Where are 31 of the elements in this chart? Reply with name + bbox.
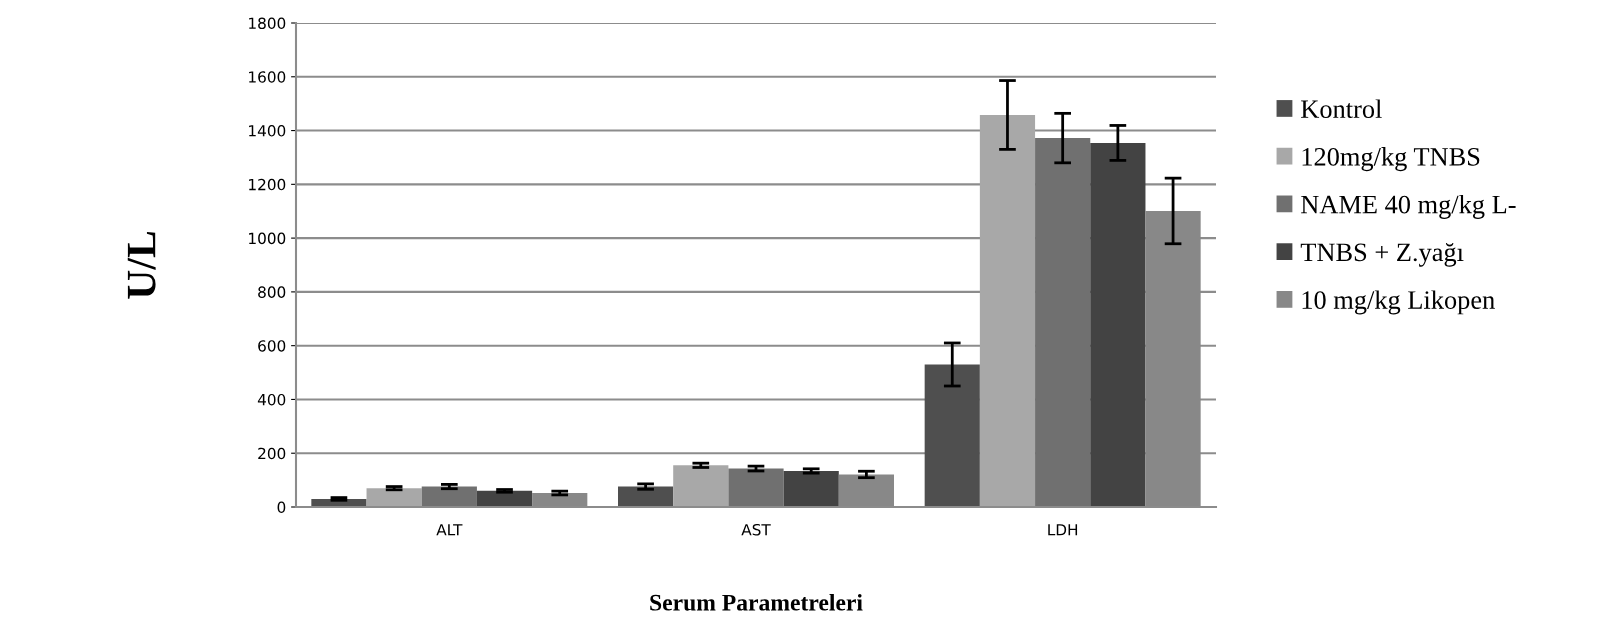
bar xyxy=(924,364,980,507)
y-tick-label: 200 xyxy=(258,447,286,460)
y-tick-label: 1600 xyxy=(249,71,286,83)
y-tick-label: 1200 xyxy=(249,178,286,191)
bar xyxy=(421,486,477,507)
bar xyxy=(1090,142,1146,507)
x-axis-title: Serum Parametreleri xyxy=(650,594,863,611)
bar xyxy=(728,468,784,507)
legend-label: TNBS + Z.yağı xyxy=(1300,242,1464,267)
bar xyxy=(618,486,674,507)
y-tick-label: 400 xyxy=(257,393,286,406)
y-tick-label: 800 xyxy=(258,286,286,298)
y-tick-label: 0 xyxy=(277,501,286,514)
bar xyxy=(1035,138,1091,507)
legend-label: 10 mg/kg Likopen xyxy=(1302,290,1495,315)
legend-label: NAME 40 mg/kg L- xyxy=(1301,194,1516,219)
legend-label: 120mg/kg TNBS xyxy=(1302,147,1480,172)
bar xyxy=(366,488,422,507)
y-tick-label: 1400 xyxy=(249,125,286,137)
bar xyxy=(476,490,533,507)
bar xyxy=(673,465,729,507)
bar xyxy=(783,470,839,507)
x-tick-label: AST xyxy=(741,523,771,536)
y-tick-label: 600 xyxy=(258,340,286,352)
x-tick-label: LDH xyxy=(1048,524,1078,536)
y-axis-title: U/L xyxy=(127,232,156,299)
y-tick-label: 1800 xyxy=(249,17,286,30)
x-tick-label: ALT xyxy=(436,524,463,536)
y-tick-label: 1000 xyxy=(249,232,286,245)
bar xyxy=(979,114,1036,507)
legend-label: Kontrol xyxy=(1301,99,1382,119)
